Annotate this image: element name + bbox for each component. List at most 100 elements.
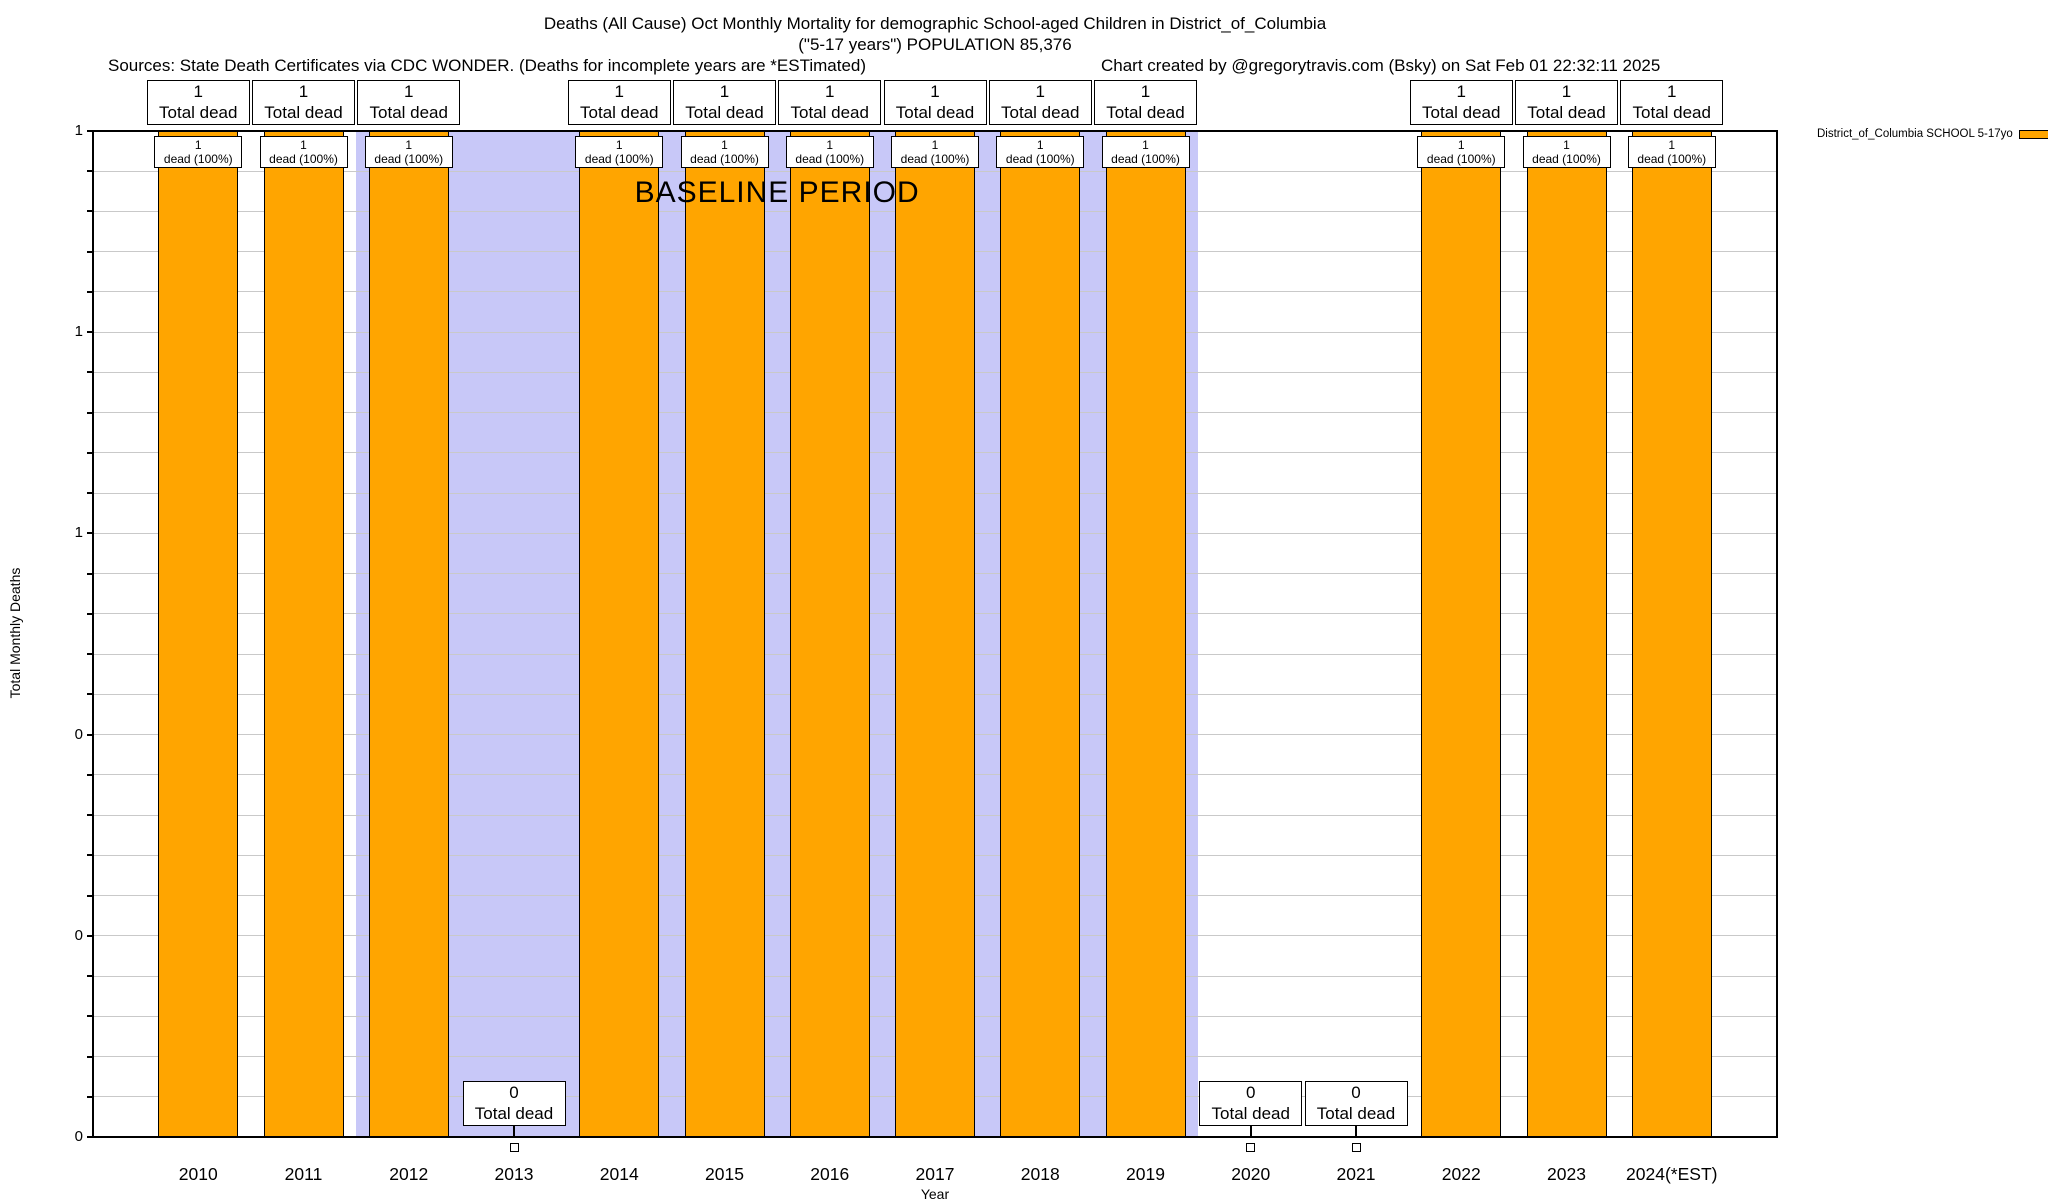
- credit-note: Chart created by @gregorytravis.com (Bsk…: [1101, 56, 1661, 75]
- total-dead-box-2017-text: 1: [930, 82, 940, 101]
- bar-value-box-2010: 1 dead (100%): [154, 136, 243, 168]
- total-dead-box-2010-text: 1: [193, 82, 203, 101]
- y-axis-tick: [87, 894, 93, 897]
- y-axis-tick: [87, 612, 93, 615]
- bar-value-box-2017-text: 1: [931, 138, 939, 152]
- zero-dead-box-2021: 0 Total dead: [1304, 1081, 1408, 1126]
- total-dead-box-2018-text: 1: [1035, 82, 1045, 101]
- baseline-period-label: BASELINE PERIOD: [634, 176, 920, 209]
- bar-value-box-2012-text: dead (100%): [374, 152, 444, 166]
- total-dead-box-2022-text: Total dead: [1422, 102, 1501, 122]
- x-tick-label-2014: 2014: [599, 1164, 639, 1184]
- zero-dead-box-2020-text: Total dead: [1211, 1103, 1290, 1123]
- total-dead-box-2019-text: Total dead: [1106, 102, 1185, 122]
- bar-value-box-2018-text: dead (100%): [1005, 152, 1075, 166]
- y-axis-tick: [87, 290, 93, 293]
- total-dead-box-2012-text: 1: [404, 82, 414, 101]
- bar-2023: [1526, 131, 1607, 1137]
- total-dead-box-2023-text: 1: [1561, 82, 1572, 101]
- legend: District_of_Columbia SCHOOL 5-17yo: [1817, 128, 2048, 140]
- zero-bar-marker-2021: [1351, 1143, 1361, 1152]
- zero-bar-marker-2020: [1246, 1143, 1256, 1152]
- x-tick-label-2011: 2011: [284, 1164, 323, 1184]
- y-tick-label: 0: [74, 725, 83, 743]
- x-tick-label-2023: 2023: [1547, 1164, 1586, 1184]
- total-dead-box-2015-text: Total dead: [685, 102, 764, 122]
- total-dead-box-2010: 1 Total dead: [146, 80, 250, 125]
- bar-value-box-2014: 1 dead (100%): [575, 136, 664, 168]
- x-tick-label-2024(*EST): 2024(*EST): [1626, 1164, 1718, 1184]
- y-axis-tick: [87, 773, 93, 776]
- bar-value-box-2024(*EST): 1 dead (100%): [1627, 136, 1716, 168]
- y-tick-label: 1: [74, 323, 83, 341]
- x-tick-label-2018: 2018: [1020, 1164, 1060, 1184]
- zero-dead-box-2020-text: 0: [1246, 1083, 1256, 1102]
- total-dead-box-2024(*EST)-text: Total dead: [1632, 102, 1711, 122]
- bar-2019: [1105, 131, 1186, 1137]
- total-dead-box-2014: 1 Total dead: [567, 80, 671, 125]
- bar-value-box-2015-text: dead (100%): [690, 152, 759, 166]
- total-dead-box-2019: 1 Total dead: [1094, 80, 1197, 125]
- bar-value-box-2012-text: 1: [405, 138, 413, 152]
- y-tick-label: 1: [74, 122, 83, 139]
- total-dead-box-2022: 1 Total dead: [1409, 80, 1513, 125]
- x-tick-label-2017: 2017: [915, 1164, 955, 1184]
- sources-note: Sources: State Death Certificates via CD…: [108, 56, 867, 75]
- bar-value-box-2024(*EST)-text: 1: [1668, 138, 1676, 152]
- total-dead-box-2019-text: 1: [1140, 82, 1151, 101]
- y-axis-tick: [87, 1015, 93, 1018]
- total-dead-box-2011-text: 1: [298, 82, 309, 101]
- total-dead-box-2018-text: Total dead: [1001, 102, 1080, 122]
- x-tick-label-2015: 2015: [705, 1164, 744, 1184]
- y-axis-tick: [87, 1136, 93, 1138]
- y-axis-tick: [87, 1095, 93, 1098]
- zero-box-connector-2021: [1355, 1126, 1357, 1138]
- bar-value-box-2022-text: 1: [1457, 138, 1465, 152]
- bar-value-box-2024(*EST)-text: dead (100%): [1637, 152, 1707, 166]
- zero-bar-marker-2013: [509, 1143, 519, 1152]
- bar-value-box-2015: 1 dead (100%): [680, 136, 769, 168]
- bar-2014: [579, 131, 660, 1137]
- y-axis-tick: [87, 572, 93, 575]
- y-axis-tick: [87, 975, 93, 978]
- total-dead-box-2022-text: 1: [1456, 82, 1466, 101]
- bar-value-box-2016-text: 1: [826, 138, 834, 152]
- bar-value-box-2014-text: 1: [615, 138, 623, 152]
- y-axis-tick: [87, 934, 93, 937]
- total-dead-box-2018: 1 Total dead: [988, 80, 1092, 125]
- bar-value-box-2014-text: dead (100%): [584, 152, 654, 166]
- zero-dead-box-2021-text: 0: [1351, 1083, 1361, 1102]
- y-axis-tick: [87, 814, 93, 817]
- zero-box-connector-2020: [1250, 1126, 1252, 1138]
- y-axis-tick: [87, 532, 93, 535]
- total-dead-box-2011-text: Total dead: [264, 102, 343, 122]
- bar-value-box-2023-text: 1: [1563, 138, 1570, 152]
- bar-2010: [158, 131, 239, 1137]
- legend-label: District_of_Columbia SCHOOL 5-17yo: [1817, 128, 2013, 140]
- y-axis-tick: [87, 733, 93, 736]
- bar-value-box-2010-text: 1: [194, 138, 202, 152]
- x-tick-label-2016: 2016: [810, 1164, 850, 1184]
- bar-2022: [1421, 131, 1502, 1137]
- bar-value-box-2011-text: dead (100%): [269, 152, 338, 166]
- total-dead-box-2023: 1 Total dead: [1515, 80, 1618, 125]
- y-axis-tick: [87, 492, 93, 495]
- y-tick-label: 0: [74, 926, 83, 944]
- y-axis-tick: [87, 130, 93, 132]
- y-axis-tick: [87, 854, 93, 857]
- bar-2018: [1000, 131, 1081, 1137]
- zero-dead-box-2013: 0 Total dead: [462, 1081, 566, 1126]
- y-axis-title: Total Monthly Deaths: [7, 567, 23, 699]
- chart-title: Deaths (All Cause) Oct Monthly Mortality…: [543, 14, 1327, 33]
- y-axis-tick: [87, 693, 93, 696]
- total-dead-box-2016: 1 Total dead: [778, 80, 882, 125]
- bar-value-box-2012: 1 dead (100%): [364, 136, 453, 168]
- bar-value-box-2022: 1 dead (100%): [1417, 136, 1506, 168]
- bar-value-box-2010-text: dead (100%): [163, 152, 233, 166]
- bar-value-box-2017: 1 dead (100%): [891, 136, 979, 168]
- bar-value-box-2016: 1 dead (100%): [785, 136, 874, 168]
- total-dead-box-2016-text: 1: [825, 82, 835, 101]
- total-dead-box-2014-text: 1: [614, 82, 624, 101]
- bar-value-box-2017-text: dead (100%): [900, 152, 970, 166]
